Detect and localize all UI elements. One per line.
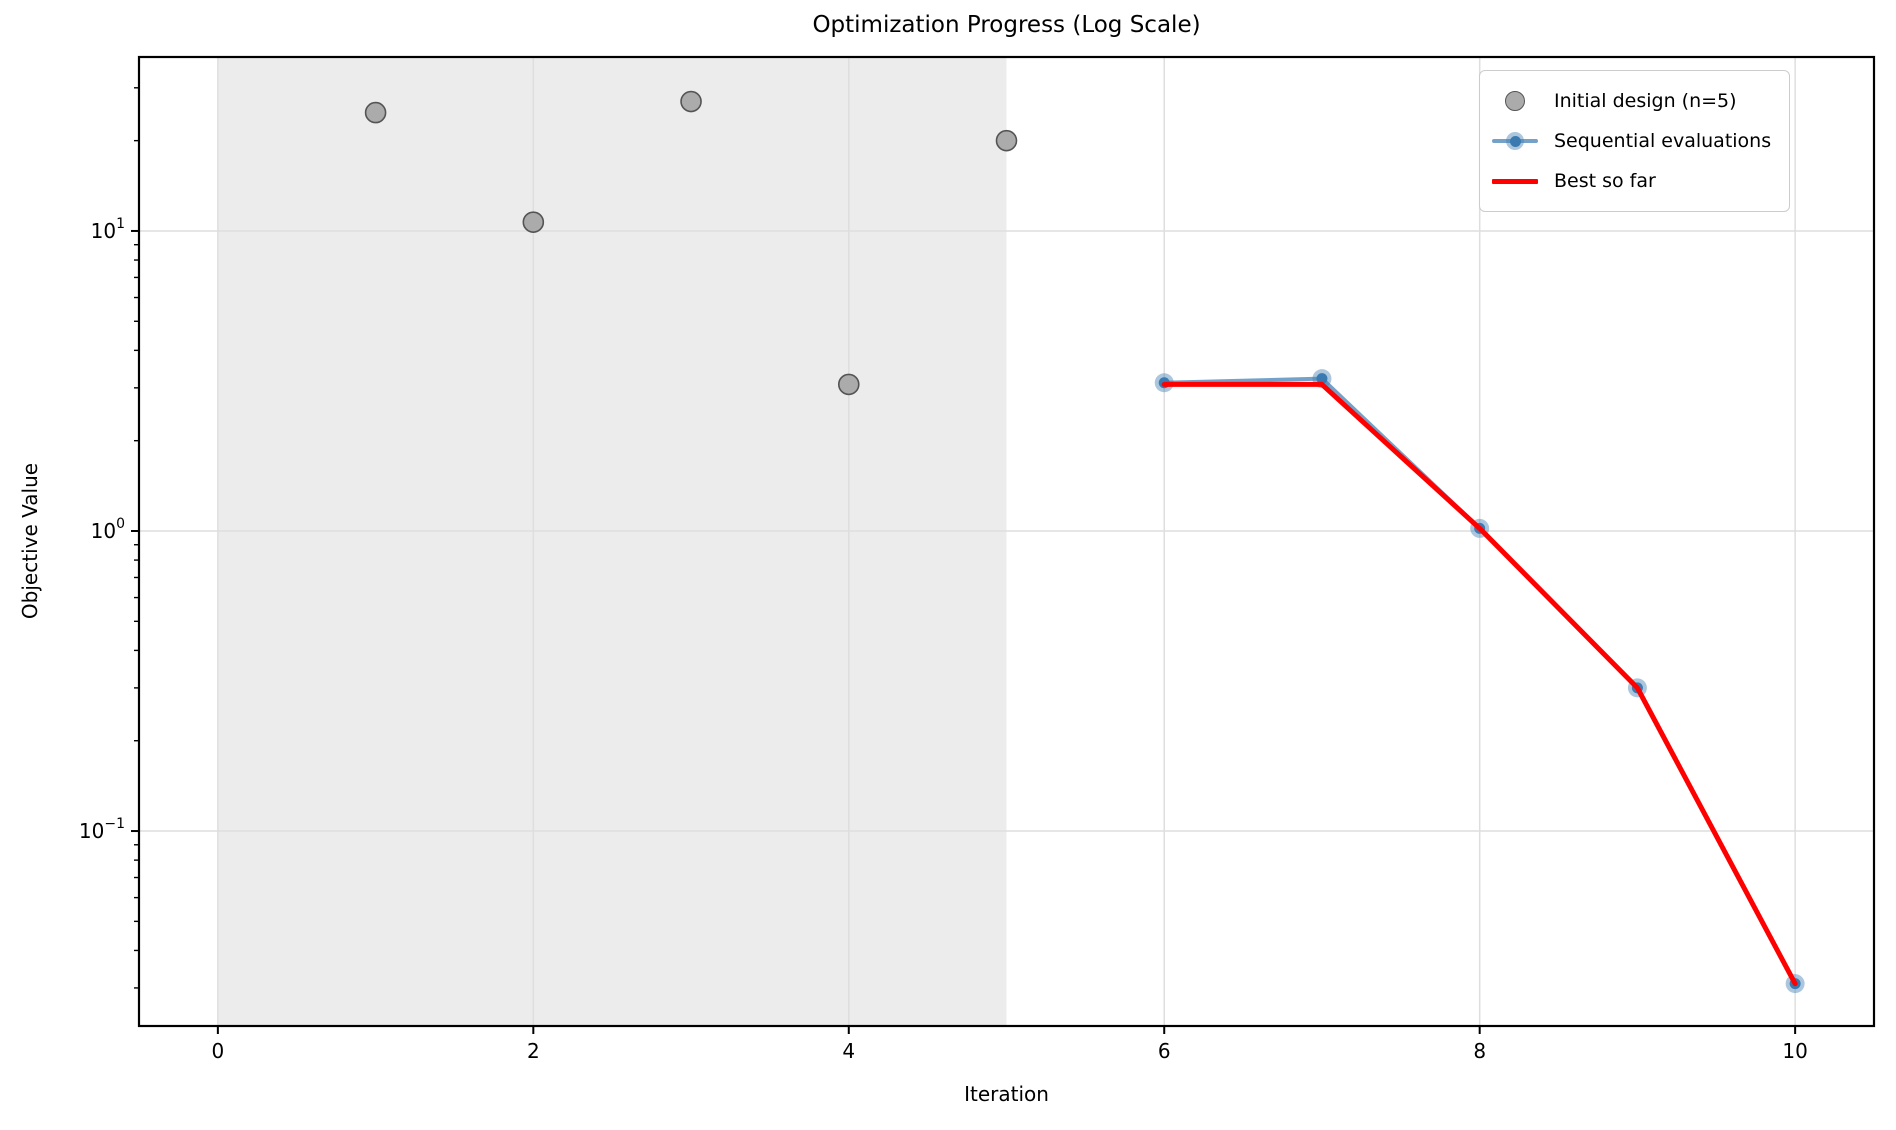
legend: Initial design (n=5) Sequential evaluati… — [1479, 70, 1791, 212]
best-so-far-line — [1161, 381, 1798, 987]
initial-design-point — [995, 129, 1018, 152]
y-tick-label: 101 — [91, 216, 125, 243]
x-tick-label: 8 — [1473, 1039, 1486, 1063]
chart-title: Optimization Progress (Log Scale) — [812, 12, 1201, 38]
legend-item-sequential-evaluations: Sequential evaluations — [1492, 121, 1771, 161]
initial-design-shaded-region — [217, 57, 1007, 1026]
y-tick-label: 100 — [91, 516, 125, 543]
initial-design-point — [522, 211, 545, 233]
x-tick-label: 10 — [1782, 1039, 1807, 1063]
gray-circle-icon — [1492, 91, 1538, 111]
legend-item-initial-design: Initial design (n=5) — [1492, 81, 1771, 121]
y-axis-label: Objective Value — [18, 462, 42, 620]
legend-label: Initial design (n=5) — [1554, 90, 1737, 112]
y-tick-label: 10−1 — [79, 816, 125, 843]
x-tick-label: 4 — [842, 1039, 855, 1063]
legend-item-best-so-far: Best so far — [1492, 161, 1771, 201]
x-tick-label: 6 — [1158, 1039, 1171, 1063]
x-tick-label: 0 — [211, 1039, 224, 1063]
x-tick-label: 2 — [527, 1039, 540, 1063]
initial-design-point — [680, 90, 702, 113]
x-axis-label: Iteration — [964, 1082, 1049, 1106]
sequential-evaluation-point-core — [1316, 373, 1328, 385]
initial-design-point — [364, 101, 387, 124]
legend-label: Sequential evaluations — [1554, 130, 1772, 152]
legend-label: Best so far — [1554, 170, 1656, 192]
axes-spines — [137, 55, 1876, 1028]
initial-design-point — [837, 373, 860, 396]
